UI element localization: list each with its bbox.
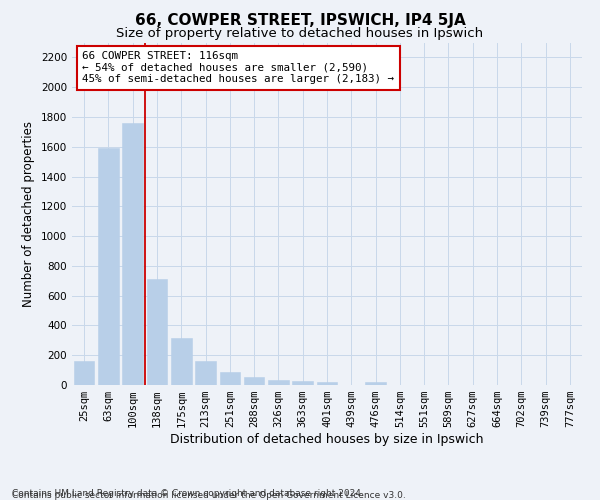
Bar bbox=[268, 380, 289, 385]
Bar bbox=[292, 382, 313, 385]
Y-axis label: Number of detached properties: Number of detached properties bbox=[22, 120, 35, 306]
Bar bbox=[122, 123, 143, 385]
Bar bbox=[244, 377, 265, 385]
Text: Size of property relative to detached houses in Ipswich: Size of property relative to detached ho… bbox=[116, 28, 484, 40]
Bar bbox=[74, 361, 94, 385]
Bar bbox=[220, 372, 240, 385]
Bar bbox=[365, 382, 386, 385]
Bar bbox=[98, 148, 119, 385]
Bar bbox=[195, 361, 216, 385]
X-axis label: Distribution of detached houses by size in Ipswich: Distribution of detached houses by size … bbox=[170, 433, 484, 446]
Text: Contains HM Land Registry data © Crown copyright and database right 2024.: Contains HM Land Registry data © Crown c… bbox=[12, 488, 364, 498]
Bar bbox=[146, 280, 167, 385]
Text: Contains public sector information licensed under the Open Government Licence v3: Contains public sector information licen… bbox=[12, 491, 406, 500]
Bar bbox=[317, 382, 337, 385]
Text: 66, COWPER STREET, IPSWICH, IP4 5JA: 66, COWPER STREET, IPSWICH, IP4 5JA bbox=[134, 12, 466, 28]
Bar bbox=[171, 338, 191, 385]
Text: 66 COWPER STREET: 116sqm
← 54% of detached houses are smaller (2,590)
45% of sem: 66 COWPER STREET: 116sqm ← 54% of detach… bbox=[82, 51, 394, 84]
